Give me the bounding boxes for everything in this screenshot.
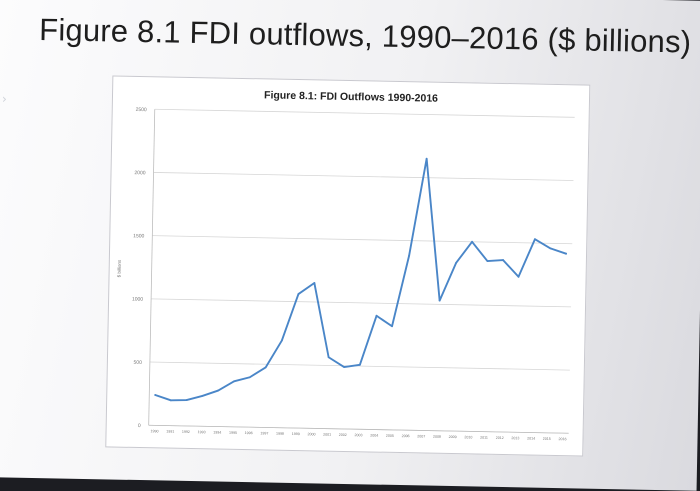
gridline bbox=[149, 361, 570, 371]
x-tick-label: 1995 bbox=[229, 431, 237, 435]
y-tick-label: 1000 bbox=[132, 296, 143, 302]
data-point bbox=[327, 356, 330, 359]
x-tick-label: 1997 bbox=[260, 431, 268, 435]
data-point bbox=[425, 157, 428, 160]
y-axis-label: $ billions bbox=[117, 259, 122, 277]
data-point bbox=[154, 394, 157, 396]
data-point bbox=[438, 299, 441, 302]
x-tick-label: 2012 bbox=[496, 436, 504, 440]
data-point bbox=[455, 262, 457, 264]
data-point bbox=[534, 238, 536, 241]
gridlines bbox=[148, 108, 575, 434]
slide-title: Figure 8.1 FDI outflows, 1990–2016 ($ bi… bbox=[38, 12, 692, 60]
axes bbox=[148, 109, 569, 434]
x-tick-label: 2005 bbox=[386, 434, 394, 438]
data-point bbox=[517, 275, 520, 278]
x-tick-label: 1999 bbox=[292, 432, 300, 436]
x-tick-labels: 1990 1991 1992 1993 1994 1995 1996 1997 1998 1999… bbox=[151, 429, 567, 441]
y-axis-line bbox=[148, 109, 156, 426]
data-point bbox=[217, 389, 220, 392]
data-point bbox=[248, 376, 251, 379]
data-point bbox=[502, 259, 505, 261]
x-tick-label: 2002 bbox=[339, 433, 347, 437]
x-tick-label: 2004 bbox=[370, 433, 378, 437]
x-tick-label: 2001 bbox=[323, 433, 331, 437]
x-tick-label: 1993 bbox=[198, 430, 206, 434]
x-tick-label: 2016 bbox=[558, 437, 566, 441]
chart-title: Figure 8.1: FDI Outflows 1990-2016 bbox=[264, 89, 438, 104]
y-tick-label: 0 bbox=[138, 423, 141, 429]
data-point bbox=[185, 399, 188, 401]
x-tick-label: 2014 bbox=[527, 436, 535, 440]
x-tick-label: 2009 bbox=[449, 435, 457, 439]
gridline bbox=[154, 108, 575, 118]
x-tick-label: 1992 bbox=[182, 430, 190, 434]
data-point bbox=[280, 339, 283, 342]
data-point bbox=[313, 282, 316, 284]
data-point bbox=[549, 247, 552, 250]
figure-frame: Figure 8.1: FDI Outflows 1990-2016 $ bil… bbox=[105, 75, 591, 457]
x-tick-label: 1996 bbox=[245, 431, 253, 435]
data-point bbox=[264, 366, 267, 369]
x-tick-label: 2013 bbox=[511, 436, 519, 440]
series bbox=[154, 157, 568, 402]
y-tick-label: 2000 bbox=[134, 170, 145, 176]
data-point bbox=[343, 366, 346, 368]
gridline bbox=[153, 172, 574, 181]
data-point bbox=[408, 254, 410, 257]
data-point bbox=[375, 314, 378, 317]
x-tick-label: 1990 bbox=[151, 429, 159, 433]
x-tick-label: 2011 bbox=[480, 436, 488, 440]
y-tick-label: 2500 bbox=[136, 107, 147, 113]
data-point bbox=[486, 260, 489, 262]
data-point bbox=[471, 240, 474, 243]
x-tick-label: 2010 bbox=[464, 435, 472, 439]
x-tick-label: 2007 bbox=[417, 434, 425, 438]
left-arrow-icon: › bbox=[2, 92, 7, 106]
x-tick-label: 2015 bbox=[543, 437, 551, 441]
data-point bbox=[297, 293, 300, 295]
fdi-line-chart: Figure 8.1: FDI Outflows 1990-2016 $ bil… bbox=[117, 89, 575, 441]
x-tick-label: 1994 bbox=[213, 430, 221, 434]
x-tick-label: 2008 bbox=[433, 435, 441, 439]
data-point bbox=[169, 399, 172, 402]
y-tick-label: 1500 bbox=[133, 233, 144, 239]
gridline bbox=[151, 298, 572, 308]
series-line bbox=[154, 157, 568, 402]
data-point bbox=[565, 252, 567, 255]
x-tick-label: 1998 bbox=[276, 432, 284, 436]
data-point bbox=[233, 380, 235, 383]
x-axis-line bbox=[148, 424, 569, 434]
gridline bbox=[152, 235, 573, 245]
data-point bbox=[391, 325, 393, 328]
data-point bbox=[358, 363, 361, 366]
x-tick-label: 2006 bbox=[402, 434, 410, 438]
data-point bbox=[201, 395, 204, 397]
x-tick-label: 2000 bbox=[307, 432, 315, 436]
x-tick-label: 2003 bbox=[354, 433, 362, 437]
x-tick-label: 1991 bbox=[166, 430, 174, 434]
y-tick-labels: 0 500 1000 1500 2000 2500 bbox=[132, 107, 147, 429]
y-tick-label: 500 bbox=[133, 360, 142, 366]
